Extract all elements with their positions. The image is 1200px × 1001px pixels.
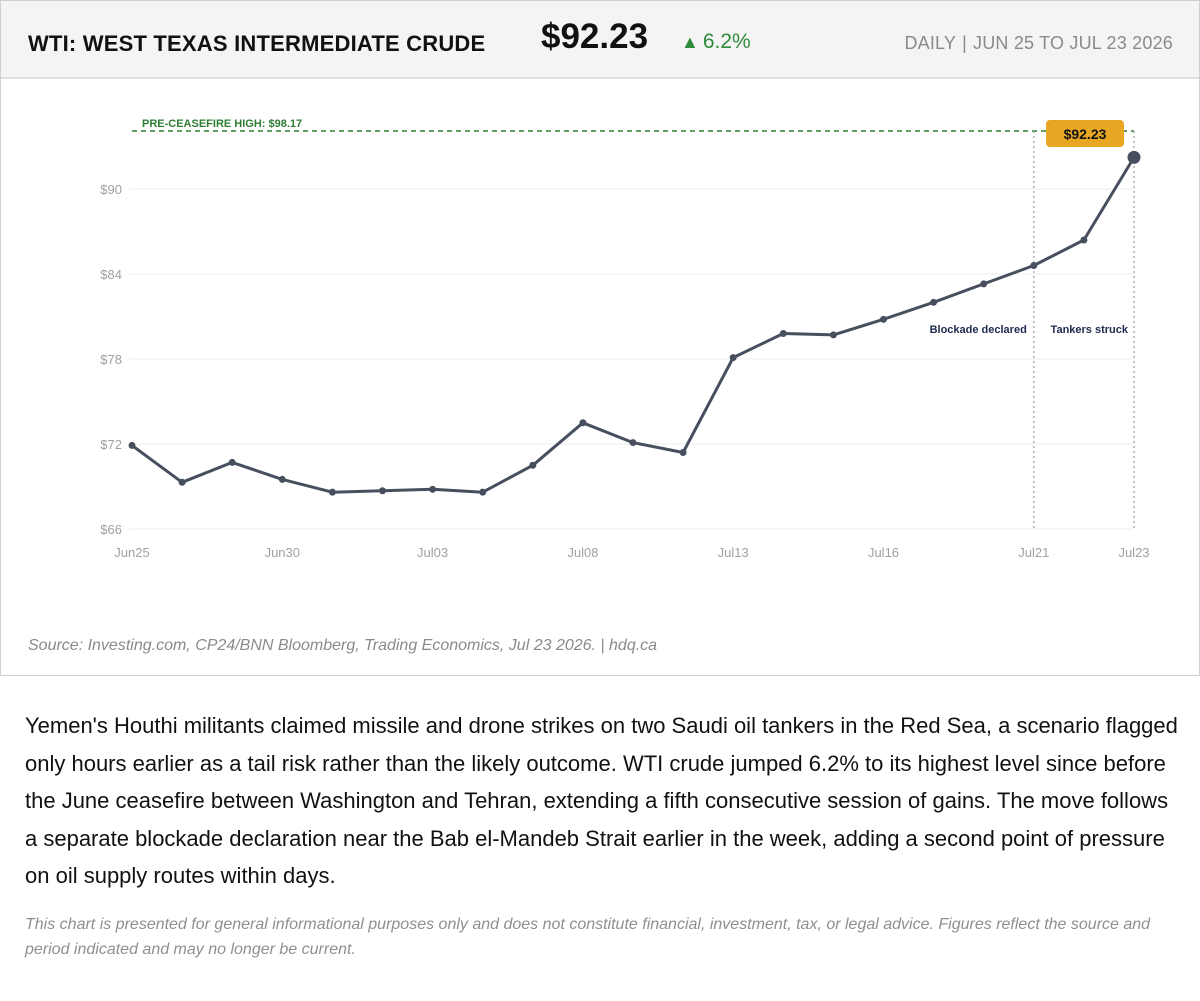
price-change-value: 6.2% bbox=[702, 30, 751, 53]
data-point bbox=[829, 331, 837, 339]
data-point bbox=[1030, 262, 1038, 269]
x-tick-label: Jul13 bbox=[718, 545, 749, 560]
event-label: Tankers struck bbox=[1051, 324, 1129, 336]
current-price: $92.23 bbox=[541, 17, 649, 56]
data-point bbox=[128, 441, 136, 449]
range-label: JUN 25 TO JUL 23 2026 bbox=[973, 33, 1173, 53]
range-separator: | bbox=[962, 33, 968, 53]
y-tick-label: $66 bbox=[100, 522, 122, 537]
chart-title: WTI: WEST TEXAS INTERMEDIATE CRUDE bbox=[28, 31, 486, 56]
data-point bbox=[579, 419, 587, 427]
x-tick-label: Jun30 bbox=[265, 545, 300, 560]
event-label: Blockade declared bbox=[930, 324, 1027, 336]
date-range: DAILY | JUN 25 TO JUL 23 2026 bbox=[904, 33, 1173, 54]
data-point bbox=[429, 485, 437, 493]
data-point bbox=[529, 461, 537, 469]
x-tick-label: Jul08 bbox=[567, 545, 598, 560]
price-change: ▲ 6.2% bbox=[681, 30, 751, 54]
price-line-chart: $66 $72 $78 $84 $90 Jun25 Jun30 Jul03 Jul08 Jul13… bbox=[100, 118, 1149, 560]
data-point bbox=[178, 478, 186, 486]
x-tick-label: Jul21 bbox=[1018, 545, 1049, 560]
data-point bbox=[479, 488, 487, 496]
up-arrow-icon: ▲ bbox=[681, 32, 699, 52]
data-point bbox=[880, 315, 887, 323]
data-point bbox=[930, 298, 938, 306]
data-point bbox=[779, 330, 787, 337]
chart-header: WTI: WEST TEXAS INTERMEDIATE CRUDE $92.2… bbox=[1, 1, 1199, 79]
source-note: Source: Investing.com, CP24/BNN Bloomber… bbox=[28, 637, 658, 654]
y-tick-label: $78 bbox=[100, 352, 122, 367]
chart-card: WTI: WEST TEXAS INTERMEDIATE CRUDE $92.2… bbox=[0, 0, 1200, 676]
data-point bbox=[379, 487, 386, 495]
last-value-badge bbox=[1046, 120, 1124, 147]
y-tick-label: $72 bbox=[100, 437, 122, 452]
y-tick-label: $90 bbox=[100, 182, 122, 197]
x-tick-label: Jul03 bbox=[417, 545, 448, 560]
reference-line-label: PRE-CEASEFIRE HIGH: $98.17 bbox=[142, 118, 302, 130]
data-point bbox=[1080, 236, 1088, 244]
last-data-point bbox=[1127, 150, 1141, 164]
data-point bbox=[679, 449, 687, 456]
disclaimer-text: This chart is presented for general info… bbox=[25, 916, 1151, 958]
data-point bbox=[980, 280, 988, 288]
x-tick-label: Jul16 bbox=[868, 545, 899, 560]
article-paragraph: Yemen's Houthi militants claimed missile… bbox=[25, 713, 1178, 888]
data-point bbox=[328, 488, 336, 496]
last-value-label: $92.23 bbox=[1064, 126, 1107, 142]
x-tick-label: Jul23 bbox=[1118, 545, 1149, 560]
x-tick-label: Jun25 bbox=[114, 545, 149, 560]
data-point bbox=[729, 354, 737, 362]
frequency-label: DAILY bbox=[904, 33, 957, 53]
data-point bbox=[228, 458, 236, 466]
data-point bbox=[629, 439, 637, 447]
data-point bbox=[278, 475, 286, 483]
y-tick-label: $84 bbox=[100, 267, 122, 282]
